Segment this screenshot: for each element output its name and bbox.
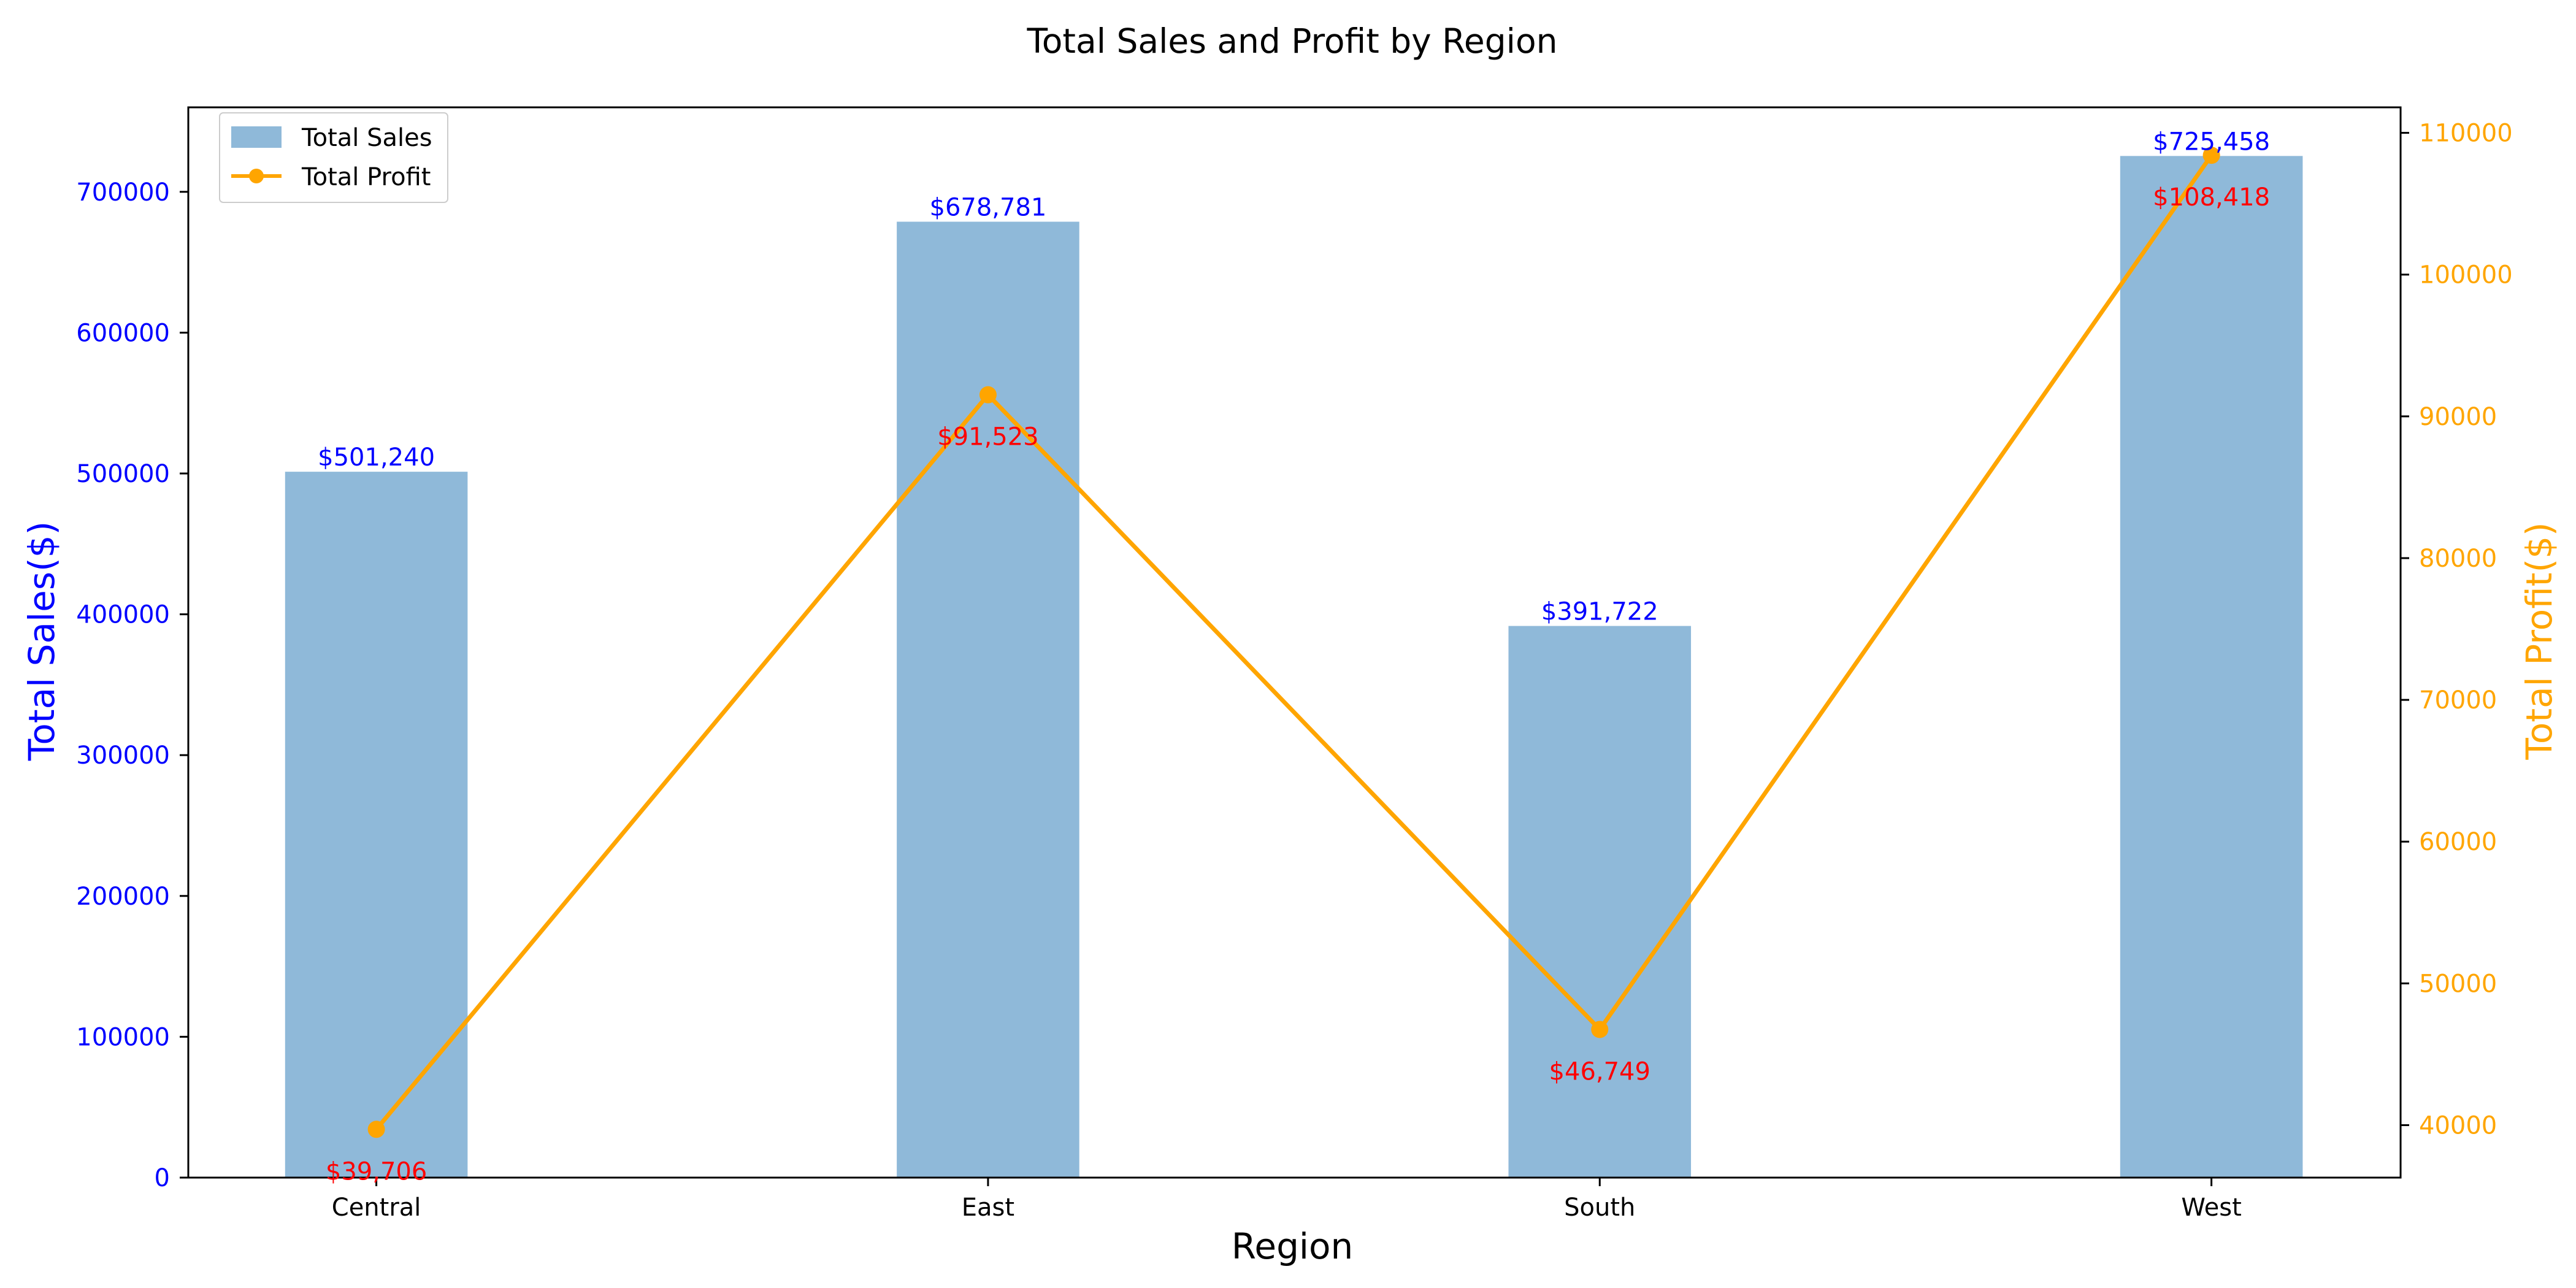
- legend-swatch-total-sales: [231, 126, 282, 148]
- chart-title: Total Sales and Profit by Region: [1027, 21, 1558, 61]
- bar-value-label-central: $501,240: [318, 443, 435, 472]
- legend-label-total-profit: Total Profit: [301, 163, 431, 191]
- y-left-tick-label: 600000: [76, 319, 170, 347]
- y-left-tick-label: 700000: [76, 178, 170, 207]
- y-left-tick-label: 300000: [76, 742, 170, 770]
- y-left-tick-label: 0: [155, 1164, 170, 1192]
- bar-value-label-east: $678,781: [930, 193, 1047, 221]
- profit-point-central: [367, 1121, 385, 1138]
- y-right-tick-label: 70000: [2419, 686, 2497, 715]
- legend: Total Sales Total Profit: [219, 112, 448, 203]
- legend-label-total-sales: Total Sales: [301, 124, 432, 152]
- x-tick-label-west: West: [2181, 1194, 2241, 1222]
- bar-south: [1508, 626, 1692, 1178]
- profit-point-east: [979, 386, 997, 404]
- bar-west: [2120, 156, 2303, 1178]
- y-left-tick-label: 100000: [76, 1023, 170, 1051]
- y-right-tick-label: 90000: [2419, 403, 2497, 431]
- value-labels: $501,240 $678,781 $391,722 $725,458 $39,706 $…: [318, 128, 2270, 1186]
- y-left-tick-label: 500000: [76, 460, 170, 488]
- bar-value-label-west: $725,458: [2153, 128, 2270, 156]
- x-tick-label-central: Central: [332, 1194, 421, 1222]
- y-right-tick-label: 60000: [2419, 828, 2497, 856]
- y-right-tick-label: 50000: [2419, 970, 2497, 998]
- profit-line: [374, 154, 2214, 1131]
- x-tick-label-south: South: [1564, 1194, 1635, 1222]
- plot-area: [285, 147, 2303, 1178]
- bar-east: [897, 221, 1079, 1178]
- bar-central: [285, 472, 468, 1178]
- y-left-tick-label: 200000: [76, 883, 170, 911]
- profit-value-label-central: $39,706: [326, 1157, 427, 1186]
- x-axis-title: Region: [1232, 1225, 1354, 1267]
- y-left-tick-label: 400000: [76, 601, 170, 629]
- y-right-tick-label: 100000: [2419, 261, 2513, 289]
- profit-value-label-west: $108,418: [2153, 183, 2270, 212]
- profit-value-label-east: $91,523: [937, 423, 1038, 451]
- bar-value-label-south: $391,722: [1541, 598, 1658, 626]
- legend-marker-total-profit: [249, 169, 264, 183]
- x-tick-label-east: East: [962, 1194, 1014, 1222]
- y-right-tick-label: 80000: [2419, 545, 2497, 573]
- y-left-axis-title: Total Sales($): [21, 521, 63, 761]
- y-right-tick-label: 40000: [2419, 1111, 2497, 1140]
- profit-point-south: [1591, 1021, 1609, 1038]
- plot-frame: [187, 106, 2402, 1179]
- profit-point-west: [2202, 147, 2220, 164]
- y-right-tick-label: 110000: [2419, 120, 2513, 148]
- profit-value-label-south: $46,749: [1549, 1057, 1650, 1086]
- axes: Central East South West 0 100000 200000 300000 4…: [76, 106, 2513, 1222]
- y-right-axis-title: Total Profit($): [2518, 522, 2560, 760]
